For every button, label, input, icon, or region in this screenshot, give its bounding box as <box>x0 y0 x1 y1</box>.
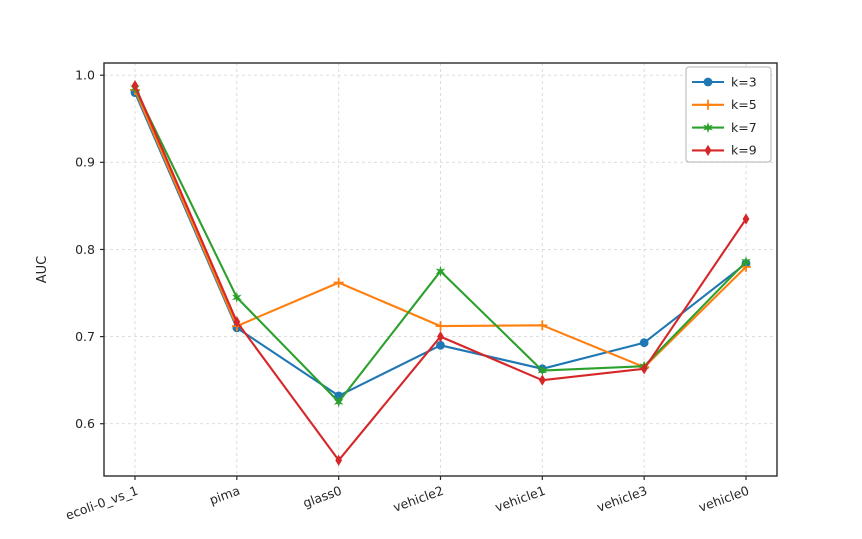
marker-plus <box>333 277 344 288</box>
marker-star <box>333 396 344 408</box>
y-tick-label: 0.6 <box>75 416 95 431</box>
marker-star <box>703 122 713 134</box>
marker-diamond <box>335 454 343 466</box>
marker-star <box>435 265 446 277</box>
x-tick-label: vehicle3 <box>595 483 649 515</box>
legend-box <box>685 66 772 163</box>
legend-label: k=5 <box>731 97 757 112</box>
legend-label: k=3 <box>731 74 757 89</box>
y-tick-label: 1.0 <box>75 67 95 82</box>
legend-label: k=9 <box>731 143 757 158</box>
marker-plus <box>703 99 713 110</box>
marker-diamond <box>640 363 648 375</box>
y-tick-label: 0.9 <box>75 155 95 170</box>
x-tick-label: vehicle0 <box>697 483 751 515</box>
marker-diamond <box>437 330 444 343</box>
marker-diamond <box>233 316 241 328</box>
y-axis-label: AUC <box>35 256 50 284</box>
marker-plus <box>537 320 548 331</box>
x-tick-label: pima <box>207 483 241 508</box>
marker-diamond <box>131 80 139 92</box>
x-tick-label: vehicle1 <box>493 483 547 515</box>
marker-star <box>231 291 242 303</box>
marker-star <box>741 256 751 268</box>
marker-circle <box>436 340 445 350</box>
legend-label: k=7 <box>731 120 757 135</box>
marker-plus <box>435 321 446 332</box>
marker-diamond <box>742 213 750 225</box>
marker-diamond <box>704 144 712 156</box>
marker-circle <box>703 77 713 87</box>
marker-diamond <box>538 374 546 386</box>
y-tick-label: 0.7 <box>75 329 95 344</box>
x-tick-label: ecoli-0_vs_1 <box>63 483 140 523</box>
y-tick-label: 0.8 <box>75 242 95 257</box>
marker-star <box>537 364 548 377</box>
marker-circle <box>639 338 649 348</box>
x-tick-label: glass0 <box>301 483 344 511</box>
x-tick-label: vehicle2 <box>391 483 445 515</box>
